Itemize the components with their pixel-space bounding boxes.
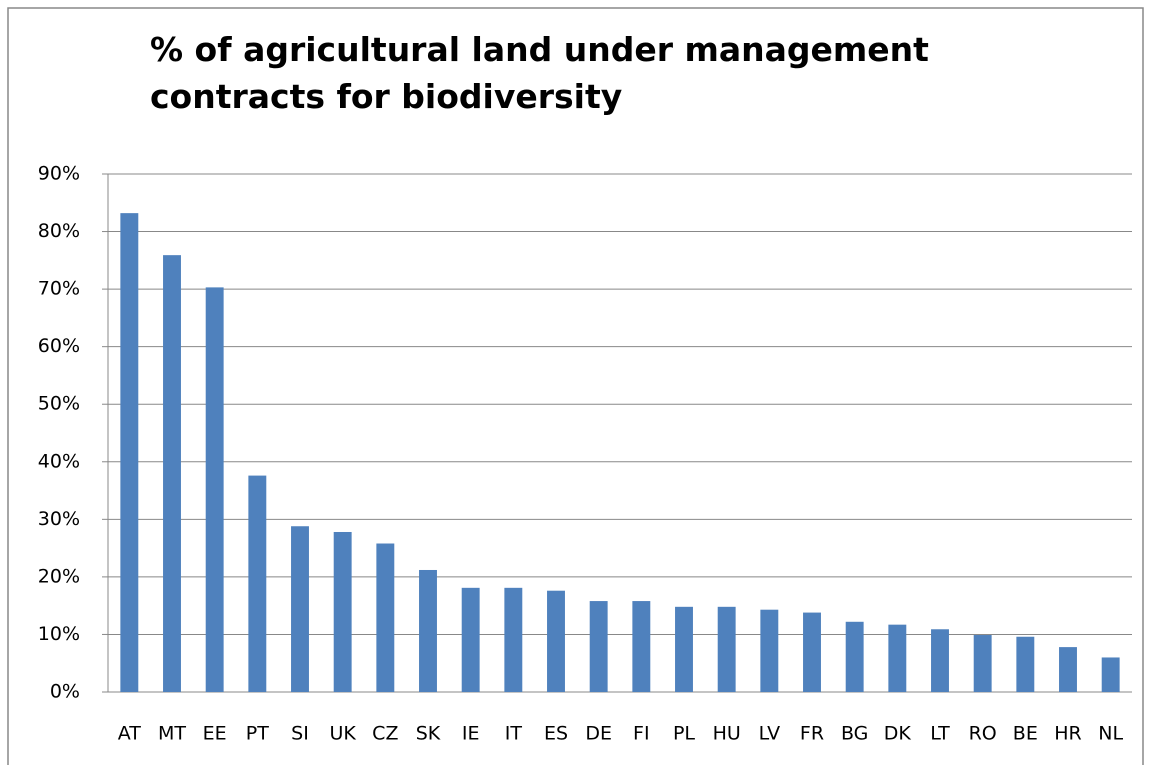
y-tick-label: 10% bbox=[38, 623, 80, 645]
bar bbox=[845, 621, 864, 692]
bar bbox=[675, 606, 693, 692]
y-tick-label: 40% bbox=[38, 450, 80, 472]
y-tick-label: 70% bbox=[38, 278, 80, 300]
bar bbox=[120, 213, 139, 693]
chart-frame bbox=[7, 7, 1144, 765]
x-tick-label: PT bbox=[246, 723, 269, 745]
x-tick-label: RO bbox=[969, 723, 997, 745]
bar bbox=[632, 601, 651, 692]
x-tick-label: AT bbox=[118, 723, 142, 745]
y-tick-label: 0% bbox=[50, 681, 80, 703]
bar bbox=[461, 587, 480, 692]
bar bbox=[973, 635, 992, 692]
bar bbox=[376, 543, 395, 692]
x-tick-label: PL bbox=[673, 723, 695, 745]
bar bbox=[888, 624, 907, 692]
bar bbox=[205, 287, 224, 692]
bar bbox=[717, 606, 736, 692]
x-tick-label: MT bbox=[158, 723, 186, 745]
bar bbox=[504, 587, 523, 692]
bar bbox=[1101, 657, 1120, 692]
bar bbox=[163, 255, 181, 693]
bar bbox=[547, 590, 565, 692]
x-tick-label: BE bbox=[1013, 723, 1038, 745]
x-tick-label: EE bbox=[203, 723, 227, 745]
bar bbox=[589, 601, 608, 692]
bar bbox=[1059, 647, 1077, 692]
bar bbox=[419, 569, 437, 692]
y-tick-label: 30% bbox=[38, 508, 80, 530]
bar bbox=[760, 609, 779, 692]
x-tick-label: HR bbox=[1054, 723, 1082, 745]
x-tick-label: NL bbox=[1098, 723, 1123, 745]
x-tick-label: ES bbox=[544, 723, 568, 745]
chart-title: % of agricultural land under management … bbox=[150, 30, 929, 116]
x-tick-label: UK bbox=[329, 723, 356, 745]
x-tick-label: FI bbox=[633, 723, 650, 745]
bar bbox=[803, 612, 821, 692]
y-tick-label: 60% bbox=[38, 335, 80, 357]
bar bbox=[1016, 636, 1035, 692]
x-tick-label: CZ bbox=[372, 723, 398, 745]
y-tick-label: 50% bbox=[38, 393, 80, 415]
x-tick-label: SI bbox=[291, 723, 309, 745]
bar bbox=[333, 531, 352, 692]
x-tick-label: DE bbox=[585, 723, 612, 745]
x-tick-label: IE bbox=[462, 723, 480, 745]
x-tick-label: FR bbox=[800, 723, 824, 745]
bar bbox=[931, 629, 949, 692]
y-tick-label: 20% bbox=[38, 565, 80, 587]
bar bbox=[248, 475, 267, 692]
x-tick-label: LV bbox=[759, 723, 781, 745]
x-tick-label: DK bbox=[884, 723, 912, 745]
x-tick-label: BG bbox=[841, 723, 868, 745]
x-tick-label: IT bbox=[505, 723, 523, 745]
y-tick-label: 80% bbox=[38, 220, 80, 242]
x-tick-label: LT bbox=[930, 723, 950, 745]
x-tick-label: HU bbox=[713, 723, 741, 745]
x-tick-label: SK bbox=[416, 723, 441, 745]
y-tick-label: 90% bbox=[38, 163, 80, 185]
bar bbox=[291, 526, 309, 692]
